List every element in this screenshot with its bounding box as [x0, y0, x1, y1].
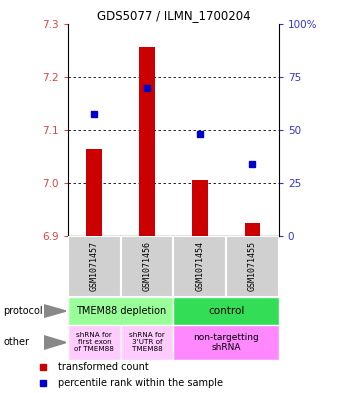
- Polygon shape: [44, 336, 66, 349]
- Text: shRNA for
first exon
of TMEM88: shRNA for first exon of TMEM88: [74, 332, 114, 353]
- Text: GSM1071455: GSM1071455: [248, 241, 257, 291]
- Polygon shape: [44, 305, 66, 317]
- Text: other: other: [3, 338, 29, 347]
- Text: shRNA for
3'UTR of
TMEM88: shRNA for 3'UTR of TMEM88: [129, 332, 165, 353]
- Bar: [173, 236, 226, 297]
- Text: percentile rank within the sample: percentile rank within the sample: [58, 378, 223, 387]
- Bar: [173, 325, 279, 360]
- Bar: [121, 236, 173, 297]
- Title: GDS5077 / ILMN_1700204: GDS5077 / ILMN_1700204: [97, 9, 250, 22]
- Bar: [68, 297, 173, 325]
- Bar: [68, 236, 121, 297]
- Bar: [226, 236, 279, 297]
- Bar: [121, 325, 173, 360]
- Bar: [86, 149, 102, 236]
- Text: control: control: [208, 306, 244, 316]
- Bar: [139, 48, 155, 236]
- Text: GSM1071456: GSM1071456: [142, 241, 152, 291]
- Bar: [173, 297, 279, 325]
- Text: protocol: protocol: [3, 306, 43, 316]
- Bar: [68, 325, 121, 360]
- Bar: [192, 180, 208, 236]
- Text: TMEM88 depletion: TMEM88 depletion: [75, 306, 166, 316]
- Bar: [244, 222, 260, 236]
- Text: non-targetting
shRNA: non-targetting shRNA: [193, 333, 259, 352]
- Text: transformed count: transformed count: [58, 362, 149, 372]
- Text: GSM1071454: GSM1071454: [195, 241, 204, 291]
- Text: GSM1071457: GSM1071457: [90, 241, 99, 291]
